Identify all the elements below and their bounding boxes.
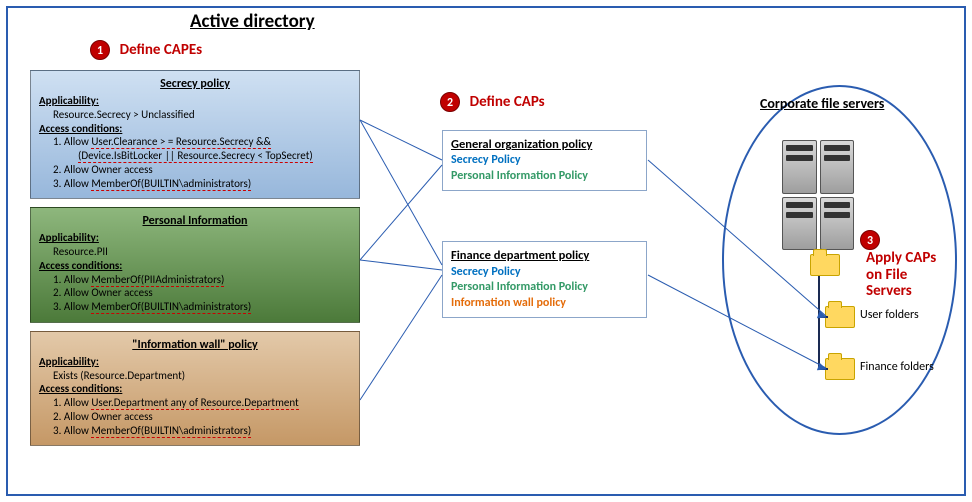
pii-c2: 2. Allow Owner access bbox=[39, 286, 351, 300]
cape-pii: Personal Information Applicability: Reso… bbox=[30, 207, 360, 323]
step-1-badge: 1 bbox=[90, 40, 110, 60]
pii-c1: 1. Allow MemberOf(PIIAdministrators) bbox=[39, 273, 351, 287]
caps-column: General organization policy Secrecy Poli… bbox=[442, 130, 647, 368]
c1a: 1. Allow bbox=[53, 135, 91, 148]
c3a: 3. Allow bbox=[53, 177, 91, 190]
c3b: MemberOf(BUILTIN\administrators) bbox=[91, 177, 251, 191]
step-2: 2 Define CAPs bbox=[440, 92, 545, 112]
page-title: Active directory bbox=[190, 10, 315, 33]
server-stack-icon bbox=[782, 140, 854, 250]
server-icon bbox=[820, 140, 855, 194]
c1a: 1. Allow bbox=[53, 396, 91, 409]
cond-hdr: Access conditions: bbox=[39, 122, 351, 136]
server-icon bbox=[782, 140, 817, 194]
secrecy-c1: 1. Allow User.Clearance > = Resource.Sec… bbox=[39, 135, 351, 163]
cap-general: General organization policy Secrecy Poli… bbox=[442, 130, 647, 191]
user-folders-label: User folders bbox=[860, 308, 919, 322]
step-2-badge: 2 bbox=[440, 92, 460, 112]
cape-secrecy: Secrecy policy Applicability: Resource.S… bbox=[30, 70, 360, 199]
tree-connector bbox=[818, 276, 820, 370]
secrecy-c2: 2. Allow Owner access bbox=[39, 163, 351, 177]
step-1-label: Define CAPEs bbox=[120, 41, 203, 59]
c1b: MemberOf(PIIAdministrators) bbox=[91, 273, 224, 287]
infowall-c3: 3. Allow MemberOf(BUILTIN\administrators… bbox=[39, 424, 351, 438]
cap-finance-l3: Information wall policy bbox=[451, 296, 638, 312]
finance-folders-label: Finance folders bbox=[860, 360, 934, 374]
pii-applic: Resource.PII bbox=[39, 245, 351, 259]
applicability-hdr: Applicability: bbox=[39, 94, 351, 108]
cape-secrecy-title: Secrecy policy bbox=[39, 77, 351, 92]
server-icon bbox=[782, 197, 817, 251]
cap-general-l2: Personal Information Policy bbox=[451, 169, 638, 185]
c3a: 3. Allow bbox=[53, 300, 91, 313]
c1a: 1. Allow bbox=[53, 273, 91, 286]
folder-icon bbox=[825, 358, 855, 380]
secrecy-applic: Resource.Secrecy > Unclassified bbox=[39, 108, 351, 122]
c1b: User.Department any of Resource.Departme… bbox=[91, 396, 298, 410]
c3b: MemberOf(BUILTIN\administrators) bbox=[91, 424, 251, 438]
c3a: 3. Allow bbox=[53, 424, 91, 437]
secrecy-c3: 3. Allow MemberOf(BUILTIN\administrators… bbox=[39, 177, 351, 191]
applicability-hdr: Applicability: bbox=[39, 355, 351, 369]
pii-c3: 3. Allow MemberOf(BUILTIN\administrators… bbox=[39, 300, 351, 314]
cape-infowall-title: "Information wall" policy bbox=[39, 338, 351, 353]
cond-hdr: Access conditions: bbox=[39, 259, 351, 273]
cap-finance-l1: Secrecy Policy bbox=[451, 265, 638, 281]
c1c: (Device.IsBitLocker || Resource.Secrecy … bbox=[78, 149, 313, 163]
infowall-c1: 1. Allow User.Department any of Resource… bbox=[39, 396, 351, 410]
c3b: MemberOf(BUILTIN\administrators) bbox=[91, 300, 251, 314]
c1b: User.Clearance > = Resource.Secrecy && bbox=[91, 135, 271, 149]
cond-hdr: Access conditions: bbox=[39, 382, 351, 396]
step-2-label: Define CAPs bbox=[470, 93, 545, 111]
capes-column: Secrecy policy Applicability: Resource.S… bbox=[30, 70, 360, 454]
servers-title: Corporate file servers bbox=[760, 95, 884, 112]
cape-infowall: "Information wall" policy Applicability:… bbox=[30, 331, 360, 447]
cap-general-l1: Secrecy Policy bbox=[451, 153, 638, 169]
step-1: 1 Define CAPEs bbox=[90, 40, 202, 60]
cap-finance: Finance department policy Secrecy Policy… bbox=[442, 241, 647, 318]
infowall-c2: 2. Allow Owner access bbox=[39, 410, 351, 424]
infowall-applic: Exists (Resource.Department) bbox=[39, 369, 351, 383]
cap-general-title: General organization policy bbox=[451, 137, 638, 153]
cap-finance-l2: Personal Information Policy bbox=[451, 280, 638, 296]
folder-icon bbox=[825, 306, 855, 328]
cape-pii-title: Personal Information bbox=[39, 214, 351, 229]
folder-icon bbox=[810, 254, 840, 276]
cap-finance-title: Finance department policy bbox=[451, 248, 638, 264]
server-icon bbox=[820, 197, 855, 251]
applicability-hdr: Applicability: bbox=[39, 231, 351, 245]
